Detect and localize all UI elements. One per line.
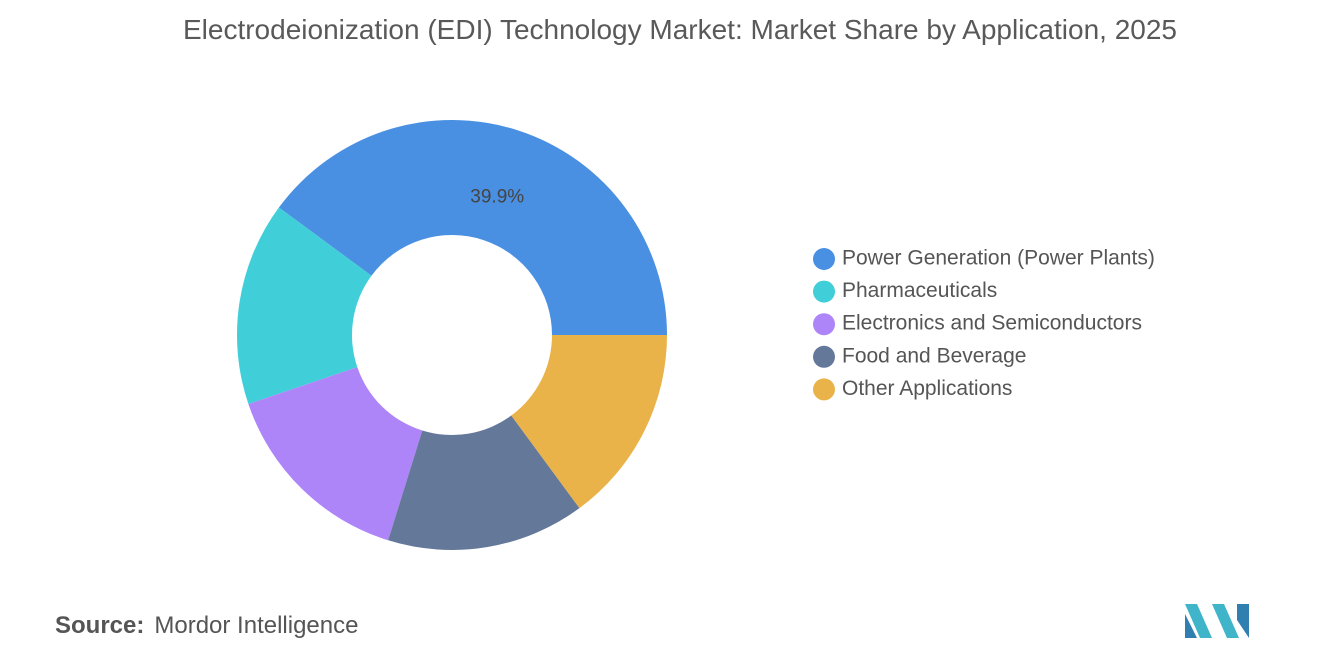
legend-marker bbox=[813, 313, 835, 336]
legend-label: Food and Beverage bbox=[842, 344, 1026, 367]
donut-slice bbox=[248, 367, 423, 541]
legend-label: Electronics and Semiconductors bbox=[842, 312, 1142, 335]
legend-label: Pharmaceuticals bbox=[842, 279, 997, 302]
donut-slice bbox=[511, 335, 667, 509]
source-text: Mordor Intelligence bbox=[154, 612, 359, 639]
chart-title: Electrodeionization (EDI) Technology Mar… bbox=[182, 14, 1177, 45]
legend-label: Power Generation (Power Plants) bbox=[842, 247, 1155, 270]
donut-slice bbox=[237, 207, 372, 405]
data-label: 39.9% bbox=[470, 186, 524, 207]
legend-label: Other Applications bbox=[842, 377, 1012, 400]
source-label: Source: bbox=[55, 612, 145, 639]
donut-slice bbox=[278, 119, 667, 335]
legend-marker bbox=[813, 378, 835, 401]
source: Source: Mordor Intelligence bbox=[55, 612, 358, 640]
logo bbox=[1185, 604, 1249, 638]
legend-marker bbox=[813, 345, 835, 368]
donut-slice bbox=[388, 415, 580, 550]
legend-marker bbox=[813, 280, 835, 303]
legend-marker bbox=[813, 248, 835, 270]
